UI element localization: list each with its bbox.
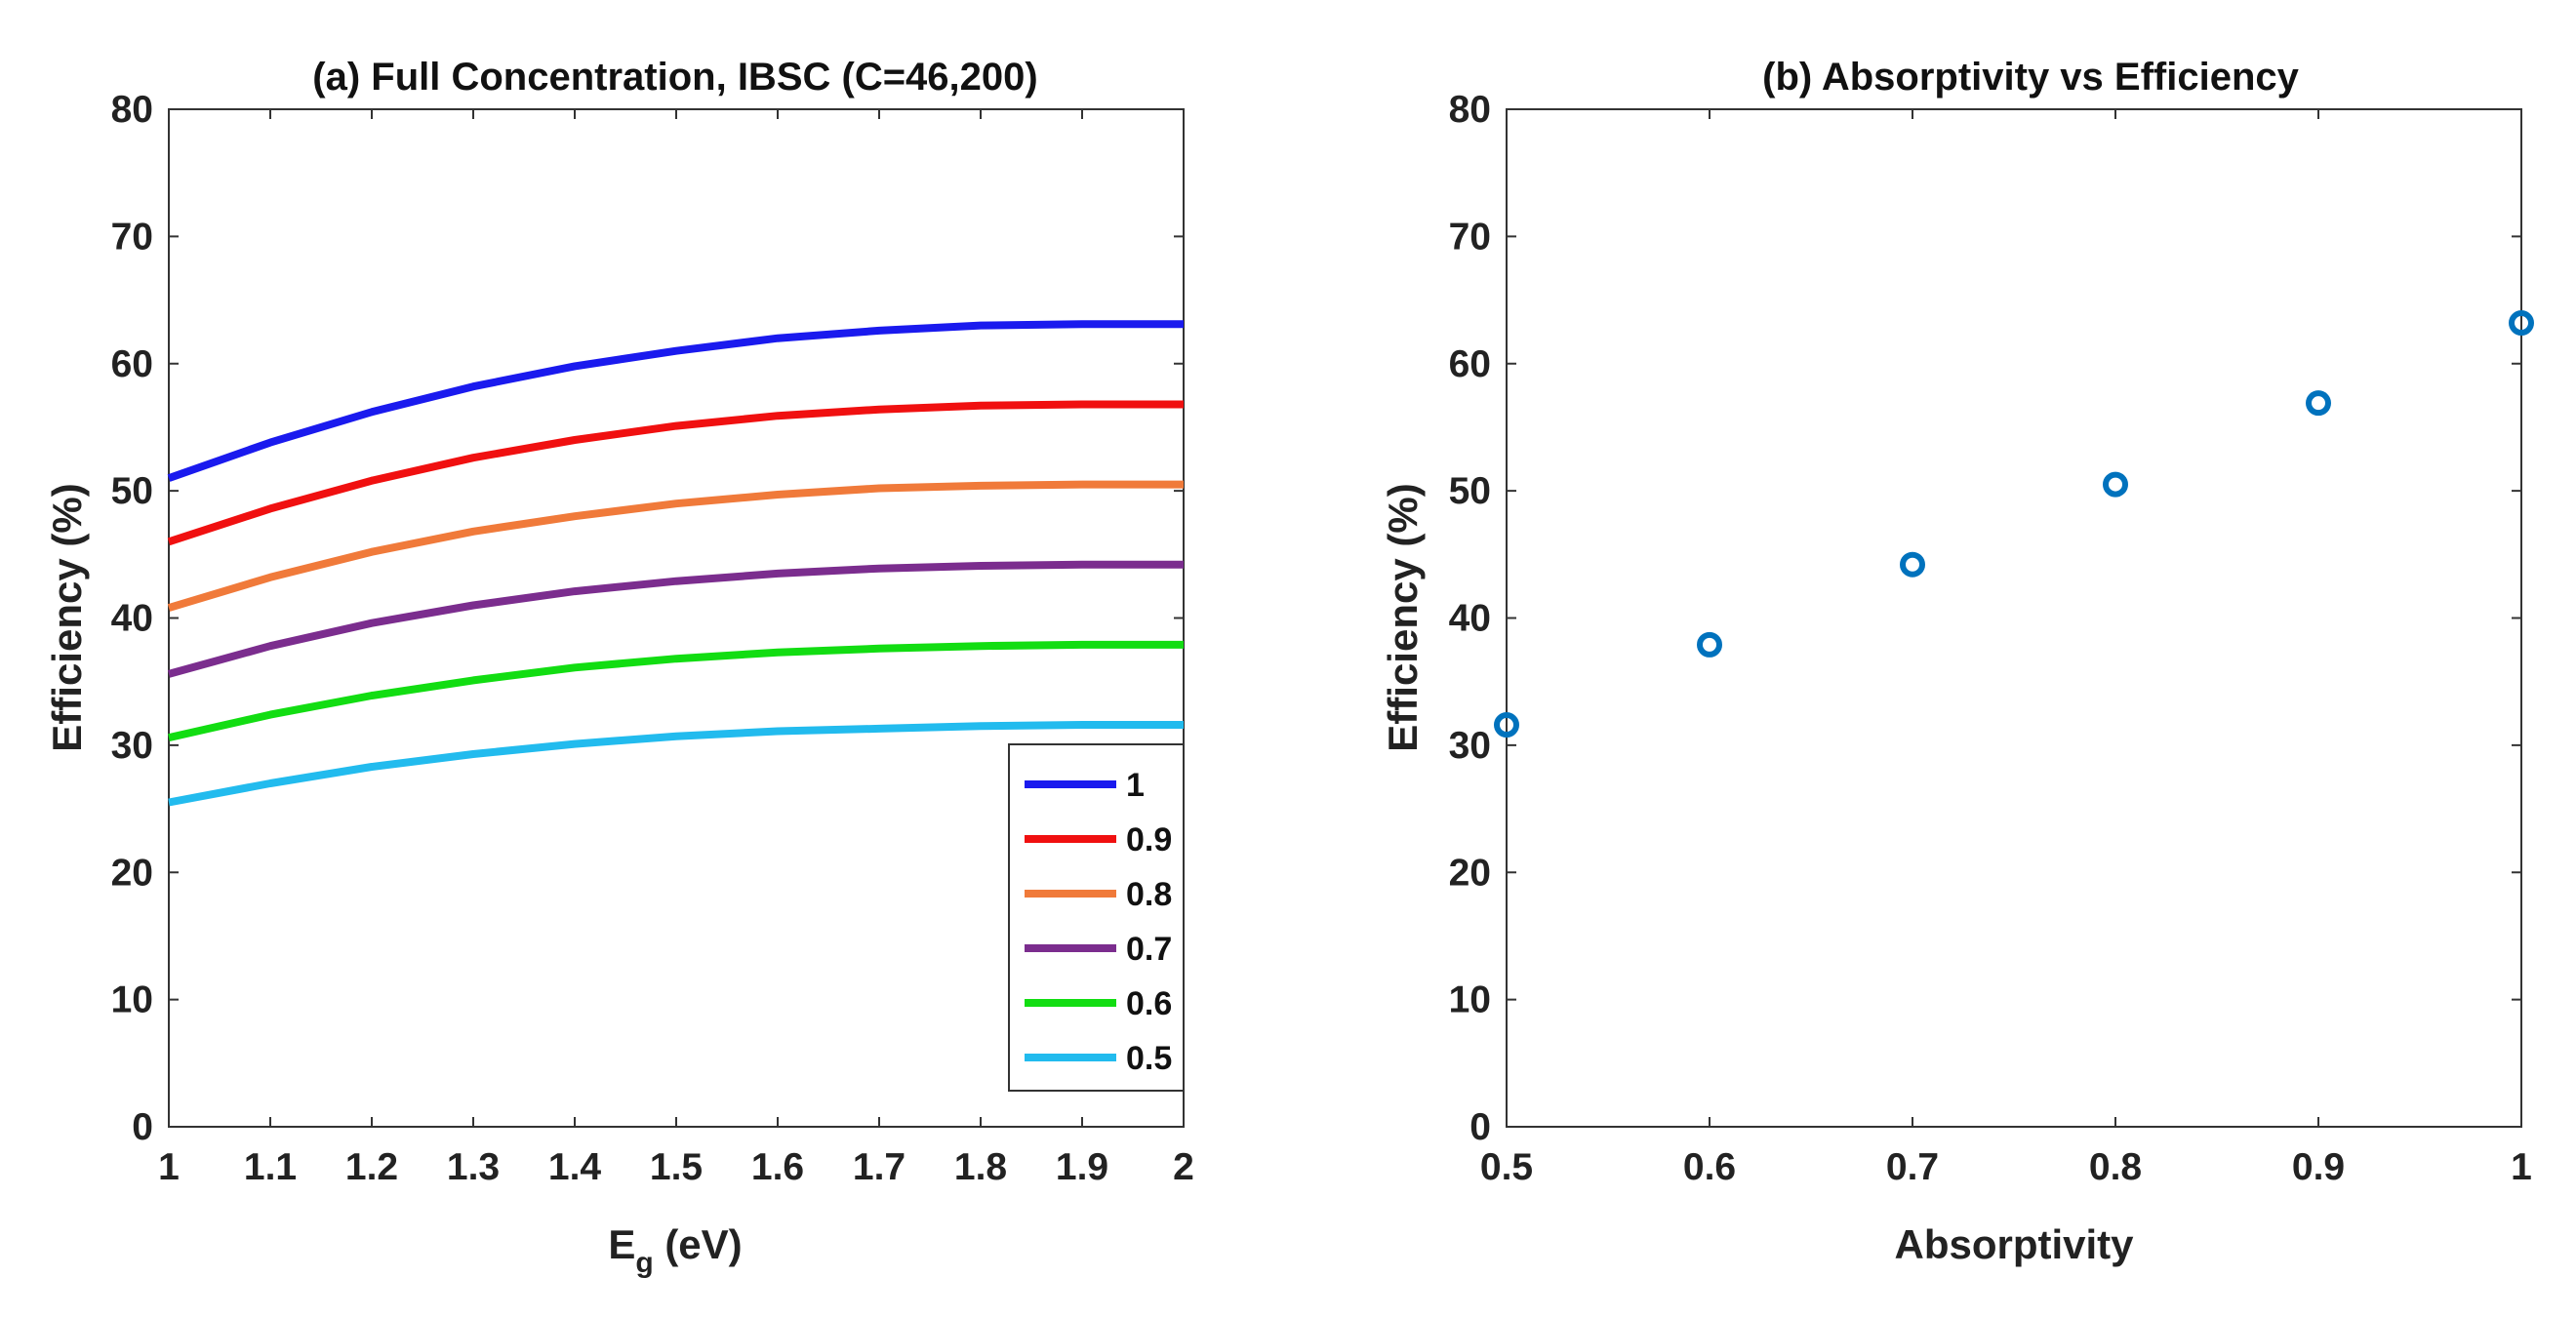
- a-y-tick-label: 10: [111, 979, 153, 1021]
- a-y-tick-label: 0: [132, 1106, 153, 1148]
- a-x-tick-label: 1: [158, 1146, 180, 1188]
- b-x-tick-label: 0.8: [2089, 1146, 2142, 1188]
- b-y-tick-label: 10: [1449, 979, 1491, 1021]
- legend-label-0.5: 0.5: [1126, 1040, 1172, 1077]
- legend-label-0.7: 0.7: [1126, 931, 1172, 968]
- a-x-tick-label: 1.5: [650, 1146, 703, 1188]
- x-label-rest: (eV): [654, 1221, 743, 1267]
- panel-a-y-ticks: 0 10 20 30 40 50 60 70 80: [111, 89, 1184, 1148]
- x-label-subscript: g: [635, 1247, 653, 1279]
- series-line-0.5: [168, 721, 1184, 807]
- scatter-point: [2306, 390, 2331, 417]
- legend-label-1: 1: [1126, 767, 1145, 804]
- a-y-tick-label: 60: [111, 343, 153, 385]
- a-x-tick-label: 1.4: [548, 1146, 602, 1188]
- legend-label-0.9: 0.9: [1126, 821, 1172, 858]
- panel-a-x-axis-label: Eg (eV): [608, 1221, 742, 1279]
- panel-b-title: (b) Absorptivity vs Efficiency: [1762, 56, 2300, 99]
- legend-label-0.8: 0.8: [1126, 876, 1172, 913]
- series-line-0.8: [167, 480, 1184, 612]
- a-x-tick-label: 1.7: [853, 1146, 906, 1188]
- b-y-tick-label: 30: [1449, 725, 1491, 767]
- legend-box: [1008, 743, 1185, 1092]
- a-x-tick-label: 2: [1173, 1146, 1194, 1188]
- b-y-tick-label: 20: [1449, 852, 1491, 894]
- panel-a-line-chart: (a) Full Concentration, IBSC (C=46,200) …: [44, 56, 1194, 1279]
- panel-b-y-axis-label: Efficiency (%): [1380, 483, 1426, 751]
- panel-b-data-points: [1494, 310, 2534, 738]
- a-y-tick-label: 30: [111, 725, 153, 767]
- a-x-tick-label: 1.6: [751, 1146, 804, 1188]
- panel-b-x-ticks: 0.5 0.6 0.7 0.8 0.9 1: [1480, 109, 2532, 1188]
- panel-b-plot-area: [1506, 108, 2522, 1128]
- b-x-tick-label: 0.6: [1683, 1146, 1736, 1188]
- panel-a-y-axis-label: Efficiency (%): [44, 483, 90, 751]
- series-line-0.7: [167, 560, 1184, 678]
- panel-a-x-ticks: 1 1.1 1.2 1.3 1.4 1.5 1.6 1.7 1.8 1.9 2: [158, 109, 1194, 1188]
- b-x-tick-label: 0.7: [1886, 1146, 1939, 1188]
- panel-a-series-lines: [167, 320, 1184, 807]
- b-x-tick-label: 0.9: [2292, 1146, 2345, 1188]
- panel-b-x-axis-label: Absorptivity: [1894, 1221, 2134, 1267]
- a-x-tick-label: 1.2: [345, 1146, 398, 1188]
- b-y-tick-label: 50: [1449, 470, 1491, 512]
- series-line-0.9: [167, 400, 1184, 546]
- a-y-tick-label: 80: [111, 89, 153, 131]
- scatter-point: [2509, 310, 2534, 337]
- scatter-point: [1697, 631, 1722, 658]
- b-x-tick-label: 1: [2511, 1146, 2532, 1188]
- scatter-point: [1900, 551, 1925, 578]
- b-y-tick-label: 40: [1449, 598, 1491, 640]
- scatter-point: [2103, 471, 2128, 498]
- panel-b-y-ticks: 0 10 20 30 40 50 60 70 80: [1449, 89, 2521, 1148]
- series-line-0.6: [168, 640, 1184, 742]
- b-y-tick-label: 80: [1449, 89, 1491, 131]
- a-y-tick-label: 70: [111, 216, 153, 258]
- panel-a-title: (a) Full Concentration, IBSC (C=46,200): [312, 56, 1037, 99]
- b-x-tick-label: 0.5: [1480, 1146, 1533, 1188]
- a-x-tick-label: 1.3: [447, 1146, 500, 1188]
- a-x-tick-label: 1.9: [1056, 1146, 1108, 1188]
- b-y-tick-label: 70: [1449, 216, 1491, 258]
- panel-a-legend: 1 0.9 0.8 0.7 0.6 0.5: [1008, 743, 1185, 1092]
- legend-label-0.6: 0.6: [1126, 985, 1172, 1022]
- a-y-tick-label: 20: [111, 852, 153, 894]
- a-y-tick-label: 50: [111, 470, 153, 512]
- x-label-main: E: [608, 1221, 635, 1267]
- b-y-tick-label: 0: [1469, 1106, 1491, 1148]
- a-y-tick-label: 40: [111, 598, 153, 640]
- series-line-1: [167, 320, 1184, 482]
- scatter-point: [1494, 712, 1519, 738]
- a-x-tick-label: 1.8: [954, 1146, 1007, 1188]
- b-y-tick-label: 60: [1449, 343, 1491, 385]
- panel-b-scatter-chart: (b) Absorptivity vs Efficiency 0 10 20 30 40…: [1380, 56, 2534, 1267]
- a-x-tick-label: 1.1: [244, 1146, 297, 1188]
